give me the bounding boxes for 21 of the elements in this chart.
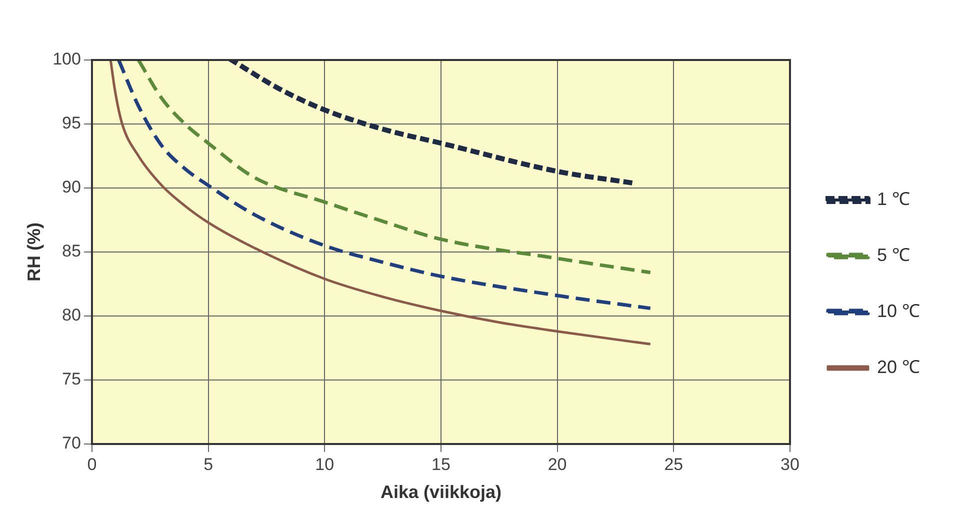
y-tick-label: 80: [62, 306, 81, 325]
x-tick-label: 0: [87, 454, 97, 474]
y-tick-label: 85: [62, 242, 81, 261]
y-tick-label: 75: [62, 370, 81, 389]
legend-label: 1 ℃: [876, 188, 910, 209]
y-axis-title: RH (%): [24, 222, 44, 282]
x-tick-label: 15: [432, 454, 450, 474]
legend-label: 10 ℃: [876, 300, 920, 321]
x-tick-label: 30: [780, 454, 800, 474]
x-tick-label: 25: [664, 454, 684, 474]
legend-label: 5 ℃: [876, 244, 910, 265]
x-tick-label: 10: [315, 454, 334, 474]
line-series: [136, 60, 652, 274]
y-tick-label: 95: [62, 114, 81, 133]
y-tick-label: 90: [62, 178, 81, 197]
y-tick-label: 70: [62, 434, 81, 453]
x-axis-title: Aika (viikkoja): [380, 482, 502, 502]
legend-label: 20 ℃: [876, 356, 920, 377]
x-tick-label: 5: [204, 454, 214, 474]
x-tick-label: 20: [548, 454, 567, 474]
y-tick-label: 100: [52, 50, 81, 69]
